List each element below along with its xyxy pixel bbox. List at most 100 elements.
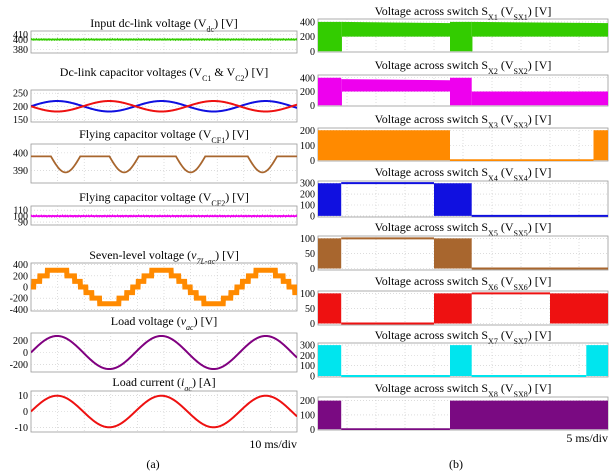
trace-VC2: [31, 100, 297, 113]
y-tick-label: 0: [310, 264, 315, 275]
title-part: ) [V]: [225, 127, 249, 141]
trace-VSX4-band-3: [450, 183, 472, 216]
title-part: SX6: [514, 283, 528, 292]
title-part: ) [V]: [215, 248, 239, 262]
title-part: C2: [235, 74, 244, 83]
panel-title-b2: Voltage across switch SX2 (VSX2) [V]: [375, 58, 552, 76]
y-tick-label: 200: [300, 87, 315, 98]
title-part: ) [V]: [214, 16, 238, 30]
y-tick-label: 200: [13, 271, 28, 282]
panel-title-a2: Dc-link capacitor voltages (VC1 & VC2) […: [60, 65, 268, 83]
series-iac: [31, 394, 297, 429]
right-timebase-label: 5 ms/div: [566, 431, 608, 445]
y-tick-label: 150: [13, 115, 28, 126]
series-v7L-ac: [31, 267, 297, 307]
title-part: SX8: [514, 390, 528, 399]
title-part: Voltage across switch S: [375, 274, 488, 288]
y-tick-label: 300: [300, 341, 315, 352]
y-tick-label: 0: [23, 407, 28, 418]
title-part: SX1: [514, 13, 528, 22]
title-part: ) [V]: [528, 328, 552, 342]
y-tick-label: 100: [300, 410, 315, 421]
panel-title-a1: Input dc-link voltage (Vdc) [V]: [90, 16, 238, 34]
panel-title-a7: Load current (iac) [A]: [112, 375, 215, 393]
title-part: X3: [488, 121, 498, 130]
y-tick-label: 0: [310, 211, 315, 222]
title-part: v: [191, 248, 197, 262]
panel-title-b3: Voltage across switch SX3 (VSX3) [V]: [375, 112, 552, 130]
trace-iac: [31, 394, 297, 429]
y-tick-label: 400: [300, 73, 315, 84]
series-VSX3: [318, 130, 608, 161]
title-part: (V: [498, 274, 514, 288]
trace-VSX1-band-1: [341, 21, 450, 37]
y-tick-label: 300: [300, 179, 315, 190]
panel-title-b8: Voltage across switch SX8 (VSX8) [V]: [375, 381, 552, 399]
title-part: X2: [488, 67, 498, 76]
title-part: Voltage across switch S: [375, 165, 488, 179]
title-part: SX3: [514, 121, 528, 130]
y-tick-label: 0: [310, 156, 315, 167]
y-tick-label: 110: [13, 206, 28, 217]
title-part: CF2: [211, 199, 225, 208]
right-subfigure-label: (b): [449, 457, 463, 471]
trace-VSX8-band-2: [450, 400, 608, 430]
y-tick-label: -200: [10, 360, 28, 371]
trace-VSX8-band-0: [318, 400, 342, 430]
y-tick-label: -400: [10, 305, 28, 316]
y-tick-label: 0: [23, 348, 28, 359]
panel-title-a5: Seven-level voltage (v7L-ac) [V]: [89, 248, 239, 266]
title-part: ) [V]: [528, 165, 552, 179]
y-tick-label: 0: [310, 47, 315, 58]
panel-title-b4: Voltage across switch SX4 (VSX4) [V]: [375, 165, 552, 183]
y-tick-label: 200: [300, 351, 315, 362]
y-tick-label: 0: [23, 283, 28, 294]
trace-VSX6-band-2: [434, 293, 472, 324]
y-tick-label: 200: [13, 102, 28, 113]
title-part: v: [181, 314, 187, 328]
series-VC1: [31, 100, 297, 113]
panel-title-a3: Flying capacitor voltage (VCF1) [V]: [79, 127, 249, 145]
trace-Vdc: [31, 37, 297, 42]
trace-VSX1-band-3: [471, 21, 608, 37]
trace-VSX7-band-4: [586, 345, 608, 376]
title-part: ) [A]: [192, 375, 216, 389]
y-tick-label: 400: [300, 17, 315, 28]
panel-title-b7: Voltage across switch SX7 (VSX7) [V]: [375, 328, 552, 346]
title-part: ) [V]: [245, 65, 269, 79]
y-tick-label: 200: [13, 336, 28, 347]
title-part: Voltage across switch S: [375, 328, 488, 342]
trace-VCF2: [31, 214, 297, 219]
y-tick-label: 100: [300, 201, 315, 212]
title-part: (V: [498, 4, 514, 18]
panel-title-a6: Load voltage (vac) [V]: [111, 314, 218, 332]
trace-VSX7-band-0: [318, 345, 342, 376]
y-tick-label: 100: [300, 361, 315, 372]
title-part: Load current (: [112, 375, 181, 389]
title-part: ) [V]: [528, 381, 552, 395]
title-part: Voltage across switch S: [375, 220, 488, 234]
title-part: (V: [498, 220, 514, 234]
trace-VSX3-band-2: [593, 130, 608, 161]
series-VCF1: [31, 155, 297, 174]
left-subfigure-label: (a): [146, 457, 159, 471]
y-tick-label: 100: [13, 212, 28, 223]
trace-VSX5-band-0: [318, 238, 342, 269]
title-part: ) [V]: [528, 274, 552, 288]
title-part: 7L-ac: [196, 257, 215, 266]
series-vac: [31, 334, 297, 371]
title-part: dc: [207, 25, 215, 34]
series-VC2: [31, 100, 297, 113]
title-part: (V: [498, 381, 514, 395]
title-part: Flying capacitor voltage (V: [79, 190, 212, 204]
trace-VSX3-band-0: [318, 130, 450, 161]
trace-VSX6-band-0: [318, 293, 342, 324]
y-tick-label: 50: [305, 249, 315, 260]
title-part: Dc-link capacitor voltages (V: [60, 65, 203, 79]
trace-VSX4-band-2: [434, 183, 450, 216]
title-part: Input dc-link voltage (V: [90, 16, 207, 30]
y-tick-label: 100: [300, 234, 315, 245]
y-tick-label: -200: [10, 294, 28, 305]
title-part: Voltage across switch S: [375, 381, 488, 395]
